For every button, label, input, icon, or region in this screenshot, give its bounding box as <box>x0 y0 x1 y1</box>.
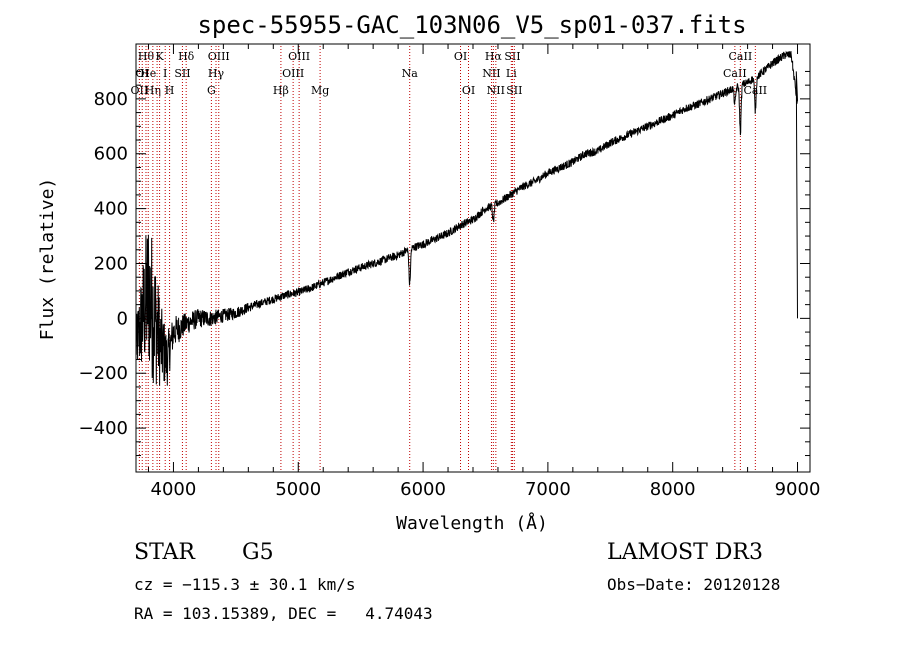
line-marker-label: K <box>155 50 164 63</box>
line-marker-label: CaII <box>743 84 767 97</box>
y-tick-label: 800 <box>94 89 128 110</box>
line-marker-label: I <box>163 67 167 80</box>
y-tick-label: 400 <box>94 199 128 220</box>
survey-name: LAMOST DR3 <box>607 540 763 565</box>
line-marker-label: Hβ <box>273 84 289 97</box>
line-marker-label: OI <box>462 84 475 97</box>
subclass: G5 <box>242 540 274 565</box>
x-tick-label: 5000 <box>275 479 321 500</box>
line-marker-label: Hα <box>485 50 503 63</box>
line-marker-label: Mg <box>311 84 329 97</box>
x-tick-label: 9000 <box>775 479 821 500</box>
line-marker-label: Hδ <box>178 50 195 63</box>
x-tick-label: 4000 <box>151 479 197 500</box>
line-marker-label: NII <box>487 84 505 97</box>
line-marker-label: CaII <box>723 67 747 80</box>
x-tick-label: 7000 <box>525 479 571 500</box>
line-marker-label: CaII <box>729 50 753 63</box>
plot-frame <box>135 43 811 473</box>
y-tick-label: 600 <box>94 144 128 165</box>
x-axis: 4000 5000 6000 7000 8000 9000 <box>147 44 821 500</box>
redshift-cz: cz = −115.3 ± 30.1 km/s <box>134 575 356 594</box>
object-type: STAR <box>134 540 195 565</box>
line-marker-label: OIII <box>208 50 230 63</box>
emission-line-markers: OII OI Hθ He Hη KIH SII Hδ G Hγ OIII Hβ OIII OIII Mg Na… <box>131 46 767 472</box>
y-tick-label: −400 <box>79 418 128 439</box>
line-marker-label: Li <box>506 67 517 80</box>
line-marker-label: OII <box>131 84 149 97</box>
chart-title: spec-55955-GAC_103N06_V5_sp01-037.fits <box>197 11 746 39</box>
line-marker-label: OIII <box>288 50 310 63</box>
x-tick-label: 6000 <box>400 479 446 500</box>
line-marker-label: Hγ <box>208 67 225 80</box>
line-marker-label: Hη <box>145 84 161 97</box>
y-axis-label: Flux (relative) <box>37 178 58 341</box>
line-marker-label: H <box>165 84 175 97</box>
line-marker-label: SII <box>506 84 522 97</box>
line-marker-label: He <box>140 67 156 80</box>
line-marker-label: Hθ <box>138 50 155 63</box>
line-marker-label: G <box>207 84 216 97</box>
coordinates: RA = 103.15389, DEC = 4.74043 <box>134 604 433 623</box>
line-marker-label: Na <box>402 67 419 80</box>
y-tick-label: −200 <box>79 363 128 384</box>
y-axis: −400 −200 0 200 400 600 800 <box>79 70 810 457</box>
x-axis-label: Wavelength (Å) <box>396 512 548 534</box>
line-marker-label: SII <box>174 67 190 80</box>
obs-date: Obs−Date: 20120128 <box>607 575 781 594</box>
y-tick-label: 0 <box>117 308 128 329</box>
line-marker-label: SII <box>504 50 520 63</box>
line-marker-label: OI <box>454 50 467 63</box>
y-tick-label: 200 <box>94 253 128 274</box>
spectrum-line <box>135 50 799 386</box>
line-marker-label: OIII <box>282 67 304 80</box>
x-tick-label: 8000 <box>650 479 696 500</box>
line-marker-label: NII <box>482 67 500 80</box>
